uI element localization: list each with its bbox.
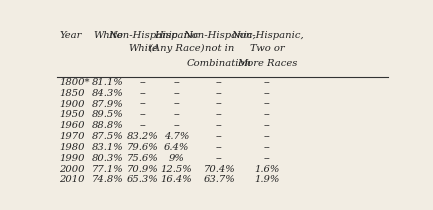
Text: 83.1%: 83.1% xyxy=(92,143,124,152)
Text: 88.8%: 88.8% xyxy=(92,121,124,130)
Text: Non-Hispanic: Non-Hispanic xyxy=(108,31,178,40)
Text: 81.1%: 81.1% xyxy=(92,78,124,87)
Text: 70.4%: 70.4% xyxy=(204,164,235,173)
Text: 63.7%: 63.7% xyxy=(204,175,235,184)
Text: --: -- xyxy=(216,78,223,87)
Text: --: -- xyxy=(264,121,271,130)
Text: 2010: 2010 xyxy=(59,175,85,184)
Text: --: -- xyxy=(140,78,146,87)
Text: Two or: Two or xyxy=(250,44,284,53)
Text: 65.3%: 65.3% xyxy=(127,175,159,184)
Text: --: -- xyxy=(216,100,223,109)
Text: 1970: 1970 xyxy=(59,132,85,141)
Text: 84.3%: 84.3% xyxy=(92,89,124,98)
Text: 6.4%: 6.4% xyxy=(164,143,189,152)
Text: --: -- xyxy=(264,143,271,152)
Text: --: -- xyxy=(264,78,271,87)
Text: --: -- xyxy=(140,100,146,109)
Text: Hispanic: Hispanic xyxy=(154,31,199,40)
Text: 75.6%: 75.6% xyxy=(127,154,159,163)
Text: 87.9%: 87.9% xyxy=(92,100,124,109)
Text: --: -- xyxy=(173,121,180,130)
Text: --: -- xyxy=(264,154,271,163)
Text: --: -- xyxy=(216,121,223,130)
Text: 2000: 2000 xyxy=(59,164,85,173)
Text: --: -- xyxy=(173,89,180,98)
Text: 79.6%: 79.6% xyxy=(127,143,159,152)
Text: 70.9%: 70.9% xyxy=(127,164,159,173)
Text: 83.2%: 83.2% xyxy=(127,132,159,141)
Text: 74.8%: 74.8% xyxy=(92,175,124,184)
Text: --: -- xyxy=(264,132,271,141)
Text: 80.3%: 80.3% xyxy=(92,154,124,163)
Text: 1900: 1900 xyxy=(59,100,85,109)
Text: --: -- xyxy=(173,78,180,87)
Text: Year: Year xyxy=(59,31,81,40)
Text: 87.5%: 87.5% xyxy=(92,132,124,141)
Text: --: -- xyxy=(216,143,223,152)
Text: 1850: 1850 xyxy=(59,89,85,98)
Text: --: -- xyxy=(173,100,180,109)
Text: --: -- xyxy=(216,89,223,98)
Text: More Races: More Races xyxy=(237,59,297,68)
Text: --: -- xyxy=(216,132,223,141)
Text: --: -- xyxy=(173,110,180,119)
Text: 77.1%: 77.1% xyxy=(92,164,124,173)
Text: 1.6%: 1.6% xyxy=(255,164,280,173)
Text: White: White xyxy=(128,44,158,53)
Text: Combination: Combination xyxy=(187,59,252,68)
Text: --: -- xyxy=(216,154,223,163)
Text: 1950: 1950 xyxy=(59,110,85,119)
Text: 1.9%: 1.9% xyxy=(255,175,280,184)
Text: (Any Race): (Any Race) xyxy=(149,44,204,53)
Text: 12.5%: 12.5% xyxy=(161,164,193,173)
Text: 9%: 9% xyxy=(169,154,184,163)
Text: 4.7%: 4.7% xyxy=(164,132,189,141)
Text: 1960: 1960 xyxy=(59,121,85,130)
Text: not in: not in xyxy=(205,44,234,53)
Text: White: White xyxy=(93,31,123,40)
Text: --: -- xyxy=(140,89,146,98)
Text: 1800*: 1800* xyxy=(59,78,90,87)
Text: Non-Hispanic,: Non-Hispanic, xyxy=(231,31,304,40)
Text: 1990: 1990 xyxy=(59,154,85,163)
Text: 1980: 1980 xyxy=(59,143,85,152)
Text: --: -- xyxy=(216,110,223,119)
Text: --: -- xyxy=(264,89,271,98)
Text: 89.5%: 89.5% xyxy=(92,110,124,119)
Text: --: -- xyxy=(140,110,146,119)
Text: 16.4%: 16.4% xyxy=(161,175,193,184)
Text: --: -- xyxy=(140,121,146,130)
Text: --: -- xyxy=(264,100,271,109)
Text: --: -- xyxy=(264,110,271,119)
Text: Non-Hispanic,: Non-Hispanic, xyxy=(183,31,256,40)
